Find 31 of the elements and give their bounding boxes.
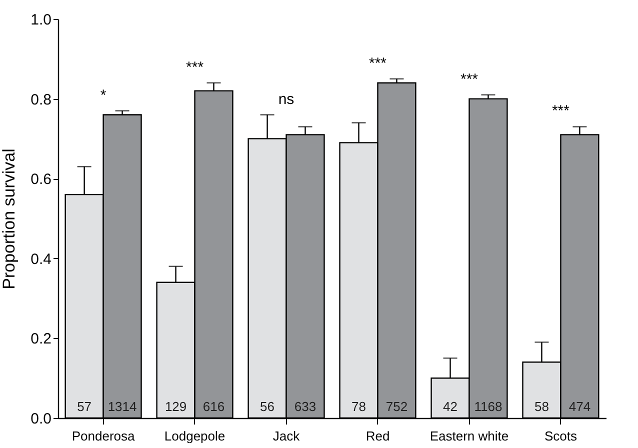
y-tick-label: 0.2 [30,330,52,348]
x-tick-label: Eastern white [430,428,509,444]
annotation: 474 [568,399,591,414]
x-tick-label: Red [366,428,390,444]
y-tick-label: 0.8 [30,91,52,108]
annotation: 633 [294,399,316,414]
annotation: ns [278,90,294,108]
x-tick-label: Jack [272,428,300,444]
y-tick-label: 1.0 [30,12,52,28]
x-tick-label: Lodgepole [164,428,226,444]
annotation: 78 [352,399,366,414]
annotation: *** [368,54,387,72]
annotation: 129 [164,399,187,414]
annotation: * [100,86,106,104]
annotation: 56 [260,399,275,414]
annotation: 57 [77,399,92,414]
annotation: *** [186,58,204,76]
y-tick-label: 0.4 [30,250,52,268]
annotation: *** [460,70,478,88]
x-tick-label: Ponderosa [72,428,136,444]
annotation: 752 [386,399,408,414]
x-tick-label: Scots [544,428,578,444]
annotation: 616 [202,399,225,414]
annotation: 42 [443,399,458,414]
annotation: 1314 [108,399,137,414]
y-axis-title: Proportion survival [0,148,19,290]
y-tick-label: 0.0 [30,410,52,428]
annotation: 58 [534,399,549,414]
annotation: 1168 [474,399,502,414]
y-tick-label: 0.6 [30,171,52,188]
annotation: *** [552,102,570,120]
